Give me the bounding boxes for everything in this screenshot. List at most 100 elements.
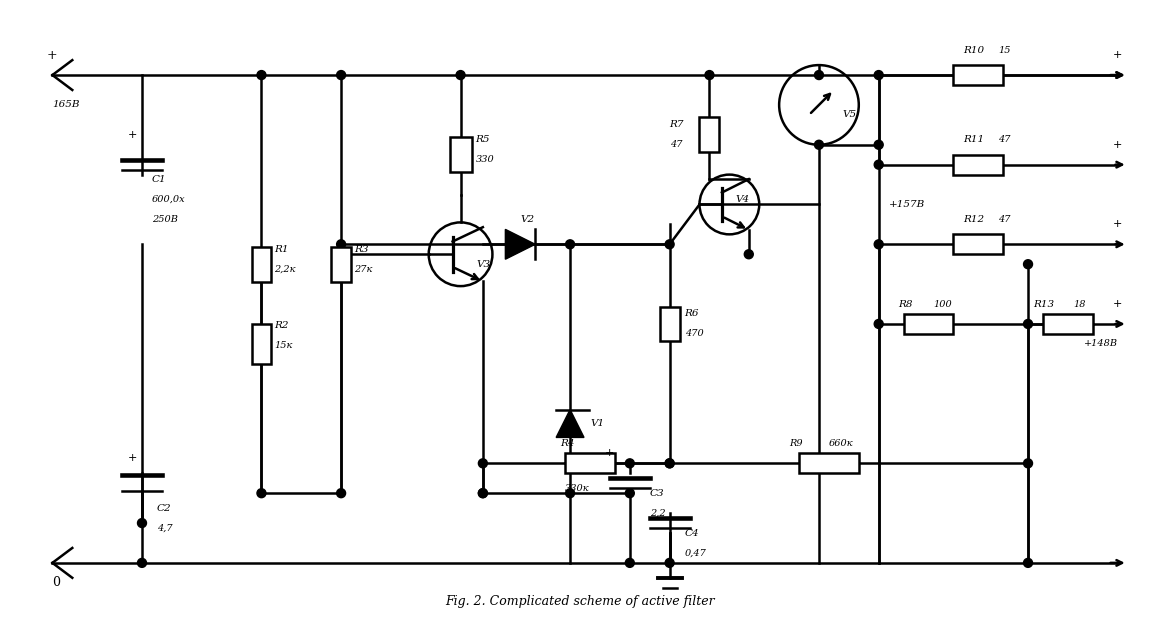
- Bar: [904, 314, 953, 334]
- Circle shape: [744, 250, 753, 259]
- Polygon shape: [505, 230, 536, 259]
- Circle shape: [336, 250, 345, 259]
- Circle shape: [665, 459, 674, 468]
- Bar: [953, 235, 1003, 254]
- Text: 0: 0: [53, 577, 60, 589]
- Text: V2: V2: [521, 215, 535, 224]
- Text: 330: 330: [476, 155, 495, 164]
- Text: R4: R4: [560, 439, 575, 448]
- Circle shape: [478, 459, 488, 468]
- Text: R5: R5: [476, 135, 490, 144]
- Text: 0,47: 0,47: [685, 548, 706, 557]
- Circle shape: [705, 71, 714, 79]
- Circle shape: [874, 319, 884, 328]
- Text: V4: V4: [736, 195, 750, 204]
- Text: R3: R3: [354, 245, 369, 254]
- Text: 330к: 330к: [565, 484, 590, 493]
- Circle shape: [137, 519, 147, 527]
- Circle shape: [565, 459, 575, 468]
- Text: +: +: [127, 130, 136, 140]
- Text: 18: 18: [1073, 300, 1086, 308]
- Text: 600,0x: 600,0x: [152, 195, 186, 204]
- Circle shape: [665, 558, 674, 567]
- Text: V3: V3: [477, 260, 491, 269]
- Text: 165B: 165B: [53, 100, 80, 109]
- Circle shape: [257, 250, 266, 259]
- Bar: [1043, 314, 1093, 334]
- Bar: [953, 65, 1003, 85]
- Text: R1: R1: [275, 245, 289, 254]
- Text: +: +: [1113, 50, 1122, 60]
- Circle shape: [257, 489, 266, 498]
- Text: Fig. 2. Complicated scheme of active filter: Fig. 2. Complicated scheme of active fil…: [445, 595, 714, 608]
- Circle shape: [625, 558, 634, 567]
- Circle shape: [1023, 558, 1033, 567]
- Text: R10: R10: [963, 46, 985, 55]
- Bar: [251, 324, 271, 364]
- Text: 47: 47: [670, 140, 683, 149]
- Circle shape: [814, 71, 824, 79]
- Text: 15к: 15к: [275, 341, 293, 350]
- Text: 15: 15: [999, 46, 1010, 55]
- Circle shape: [874, 71, 884, 79]
- Circle shape: [565, 240, 575, 249]
- Circle shape: [1023, 459, 1033, 468]
- Circle shape: [336, 489, 345, 498]
- Text: 470: 470: [685, 329, 704, 338]
- Circle shape: [565, 489, 575, 498]
- Text: V5: V5: [842, 110, 857, 119]
- Circle shape: [625, 489, 634, 498]
- Polygon shape: [556, 409, 584, 437]
- Bar: [799, 454, 859, 473]
- Text: R12: R12: [963, 215, 985, 224]
- Circle shape: [625, 459, 634, 468]
- Circle shape: [478, 489, 488, 498]
- Text: +: +: [1113, 299, 1122, 309]
- Text: C3: C3: [650, 489, 664, 498]
- Circle shape: [336, 240, 345, 249]
- Text: R13: R13: [1033, 300, 1054, 308]
- Text: R11: R11: [963, 135, 985, 144]
- Text: +148B: +148B: [1083, 339, 1117, 348]
- Text: R8: R8: [899, 300, 913, 308]
- Text: R6: R6: [685, 310, 699, 318]
- Text: +: +: [1113, 220, 1122, 230]
- Circle shape: [874, 140, 884, 149]
- Bar: [953, 155, 1003, 175]
- Text: C1: C1: [152, 175, 167, 184]
- Text: 47: 47: [999, 135, 1010, 144]
- Bar: [450, 137, 471, 172]
- Text: 2,2: 2,2: [650, 509, 665, 517]
- Circle shape: [874, 240, 884, 249]
- Circle shape: [137, 558, 147, 567]
- Text: 250B: 250B: [152, 215, 177, 224]
- Text: R7: R7: [670, 120, 684, 129]
- Text: R2: R2: [275, 321, 289, 331]
- Text: V1: V1: [590, 419, 604, 428]
- Circle shape: [1023, 260, 1033, 269]
- Bar: [565, 454, 615, 473]
- Bar: [331, 246, 351, 281]
- Circle shape: [665, 240, 674, 249]
- Text: +: +: [47, 49, 58, 62]
- Text: 27к: 27к: [354, 265, 372, 274]
- Bar: [699, 117, 719, 152]
- Text: R9: R9: [790, 439, 803, 448]
- Text: 4,7: 4,7: [157, 524, 173, 532]
- Text: +: +: [605, 449, 615, 459]
- Text: C2: C2: [157, 504, 172, 513]
- Text: 2,2к: 2,2к: [275, 265, 296, 274]
- Text: 660к: 660к: [828, 439, 853, 448]
- Circle shape: [456, 71, 465, 79]
- Circle shape: [814, 140, 824, 149]
- Circle shape: [478, 489, 488, 498]
- Circle shape: [665, 459, 674, 468]
- Circle shape: [1023, 319, 1033, 328]
- Bar: [251, 246, 271, 281]
- Circle shape: [874, 160, 884, 169]
- Text: +: +: [127, 454, 136, 464]
- Circle shape: [257, 71, 266, 79]
- Text: +: +: [1113, 140, 1122, 150]
- Text: C4: C4: [685, 529, 699, 537]
- Bar: [659, 306, 679, 341]
